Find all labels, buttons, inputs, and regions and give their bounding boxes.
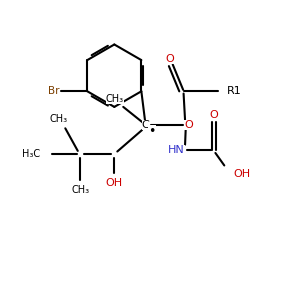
Text: •: •	[148, 125, 156, 138]
Text: O: O	[165, 54, 174, 64]
Text: H₃C: H₃C	[22, 149, 40, 160]
Text: CH₃: CH₃	[50, 114, 68, 124]
Text: CH₃: CH₃	[71, 185, 89, 195]
Text: CH₃: CH₃	[106, 94, 124, 104]
Text: Br: Br	[48, 86, 60, 96]
Text: HN: HN	[168, 145, 185, 155]
Text: OH: OH	[233, 169, 250, 179]
Text: O: O	[184, 120, 193, 130]
Text: OH: OH	[106, 178, 123, 188]
Text: O: O	[209, 110, 218, 120]
Text: R1: R1	[227, 85, 242, 96]
Text: C: C	[142, 120, 149, 130]
